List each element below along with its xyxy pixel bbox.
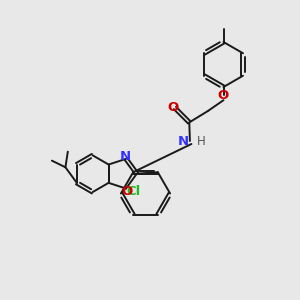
Text: O: O xyxy=(218,89,229,102)
Text: O: O xyxy=(121,185,133,198)
Text: N: N xyxy=(120,150,131,163)
Text: N: N xyxy=(177,134,188,148)
Text: H: H xyxy=(196,134,205,148)
Text: Cl: Cl xyxy=(126,184,140,198)
Text: O: O xyxy=(168,101,179,114)
